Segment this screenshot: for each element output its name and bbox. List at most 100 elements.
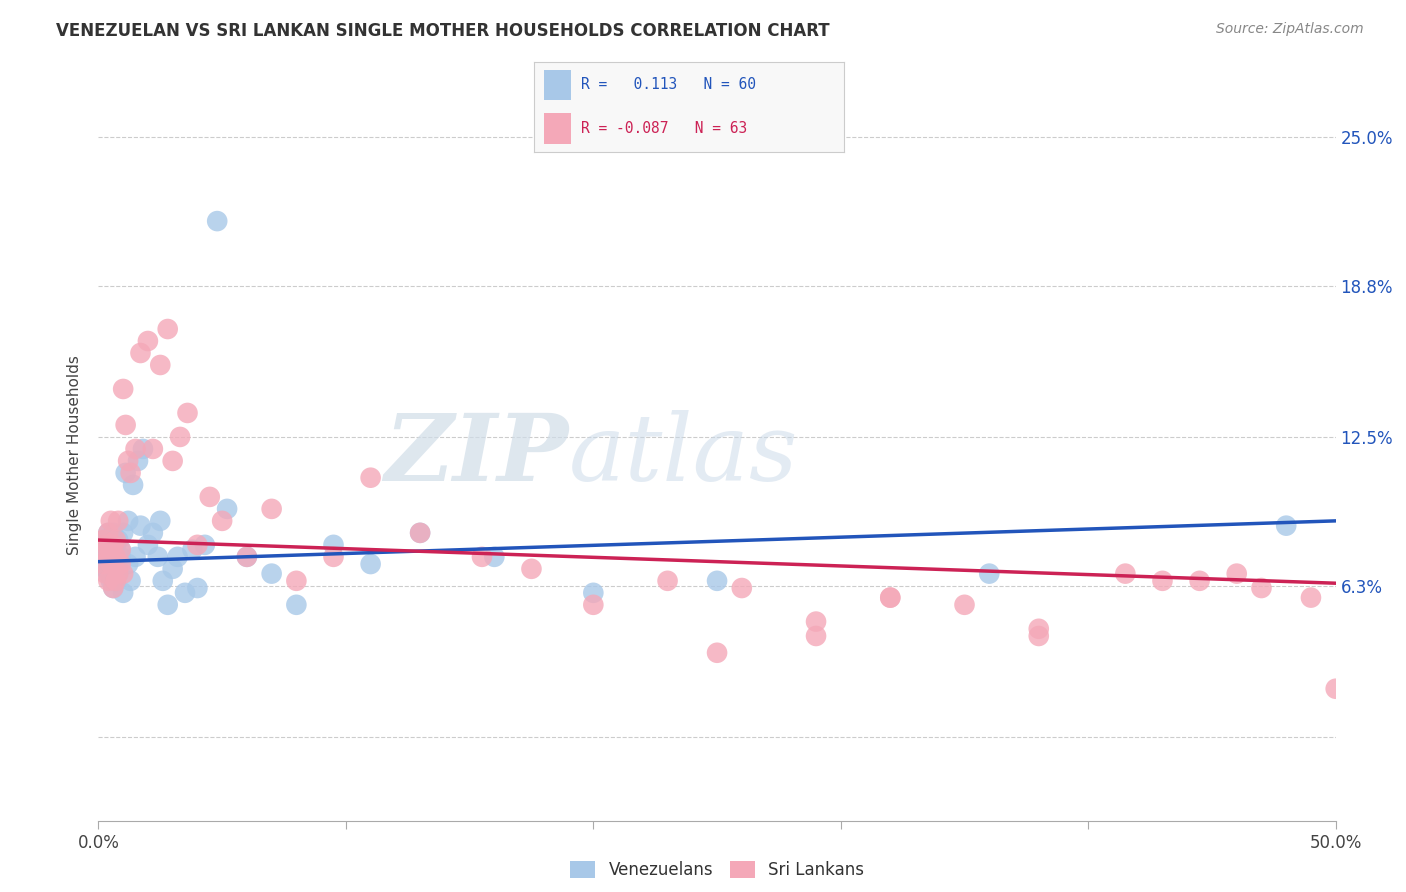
Point (285, 574, 308, 588)
Legend: Venezuelans, Sri Lankans: Venezuelans, Sri Lankans (564, 854, 870, 886)
Point (127, 454, 149, 468)
Point (97, 566, 120, 581)
Point (1028, 629, 1050, 643)
Point (706, 574, 728, 588)
Point (471, 549, 494, 564)
Point (186, 538, 208, 552)
Point (93, 533, 115, 547)
Point (657, 574, 679, 588)
Point (236, 549, 259, 564)
Point (103, 562, 125, 576)
Point (1250, 581, 1272, 595)
Point (129, 518, 152, 533)
Point (174, 586, 197, 600)
Point (1152, 574, 1174, 588)
Point (117, 557, 139, 571)
Point (217, 501, 239, 516)
Point (260, 501, 283, 516)
Point (94, 562, 117, 576)
Point (110, 542, 132, 557)
Point (122, 478, 145, 492)
Point (804, 615, 827, 629)
Point (100, 557, 122, 571)
Point (520, 562, 543, 576)
Point (112, 382, 135, 396)
Point (117, 514, 139, 528)
Point (879, 591, 901, 605)
Point (114, 466, 136, 480)
Point (156, 322, 179, 336)
Point (1324, 681, 1347, 696)
Point (124, 549, 146, 564)
Point (979, 566, 1001, 581)
Point (169, 430, 191, 444)
Point (104, 533, 127, 547)
Point (706, 646, 728, 660)
Point (97, 549, 120, 564)
Text: R = -0.087   N = 63: R = -0.087 N = 63 (581, 121, 747, 136)
Point (100, 514, 122, 528)
Point (132, 442, 155, 456)
Point (162, 562, 184, 576)
Point (104, 574, 127, 588)
Point (104, 538, 127, 552)
Point (100, 557, 122, 571)
Point (582, 586, 605, 600)
Text: VENEZUELAN VS SRI LANKAN SINGLE MOTHER HOUSEHOLDS CORRELATION CHART: VENEZUELAN VS SRI LANKAN SINGLE MOTHER H… (56, 22, 830, 40)
Text: R =   0.113   N = 60: R = 0.113 N = 60 (581, 78, 755, 92)
Point (1275, 518, 1298, 533)
Point (804, 629, 827, 643)
Point (146, 549, 169, 564)
Point (110, 557, 132, 571)
Point (1226, 566, 1249, 581)
Point (162, 454, 184, 468)
Point (117, 454, 139, 468)
Point (104, 574, 127, 588)
Point (107, 566, 129, 581)
Point (285, 598, 308, 612)
Point (100, 538, 122, 552)
Point (120, 574, 142, 588)
Point (114, 417, 136, 432)
Point (94, 566, 117, 581)
Point (90, 542, 112, 557)
Point (156, 598, 179, 612)
Point (97, 525, 120, 540)
Point (1028, 622, 1050, 636)
Point (103, 581, 125, 595)
Point (103, 525, 125, 540)
Point (322, 538, 344, 552)
Point (129, 346, 152, 360)
Point (236, 549, 259, 564)
Point (149, 514, 172, 528)
Point (100, 574, 122, 588)
Point (1299, 591, 1322, 605)
Point (94, 538, 117, 552)
Point (198, 490, 221, 504)
Text: Source: ZipAtlas.com: Source: ZipAtlas.com (1216, 22, 1364, 37)
Point (136, 334, 159, 348)
Point (94, 557, 117, 571)
Point (93, 549, 115, 564)
Point (322, 549, 344, 564)
Point (149, 358, 172, 372)
Point (360, 471, 382, 485)
Point (107, 514, 129, 528)
Point (112, 525, 135, 540)
FancyBboxPatch shape (544, 113, 571, 144)
Point (104, 549, 127, 564)
Point (103, 542, 125, 557)
Point (94, 538, 117, 552)
Point (93, 557, 115, 571)
Point (1114, 566, 1136, 581)
Point (1188, 574, 1211, 588)
Point (211, 514, 233, 528)
Point (409, 525, 432, 540)
Point (107, 533, 129, 547)
Point (186, 581, 208, 595)
Point (731, 581, 754, 595)
Point (142, 525, 165, 540)
Point (152, 574, 174, 588)
Point (112, 586, 135, 600)
Point (124, 442, 146, 456)
